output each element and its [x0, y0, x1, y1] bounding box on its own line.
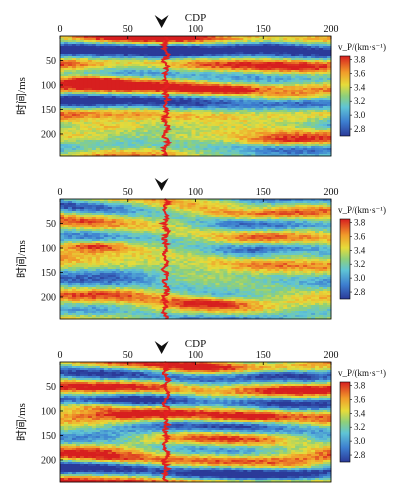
y-tick-label: 200 — [41, 129, 56, 140]
colorbar-label: v_P/(km·s⁻¹) — [338, 42, 386, 52]
colorbar-tick-label: 3.8 — [354, 54, 366, 64]
x-tick-label: 100 — [188, 350, 203, 361]
chart-panel-c: 0 50 100 150 200 CDP 50 100 150 200 时间/ms v_P/(km·s… — [15, 338, 386, 483]
colorbar-tick-label: 3.2 — [354, 259, 365, 269]
colorbar-tick-label: 3.6 — [354, 68, 366, 78]
x-tick-label: 200 — [324, 350, 339, 361]
colorbar-tick-label: 3.6 — [354, 231, 366, 241]
x-tick-label: 200 — [324, 187, 339, 198]
y-axis-label: 时间/ms — [15, 403, 28, 441]
colorbar-tick-label: 3.2 — [354, 96, 365, 106]
velocity-heatmap — [60, 362, 332, 483]
colorbar — [339, 55, 351, 137]
colorbar — [339, 381, 351, 463]
y-tick-label: 50 — [46, 219, 56, 230]
x-tick-label: 100 — [188, 187, 203, 198]
x-tick-label: 200 — [324, 24, 339, 35]
x-tick-label: 0 — [58, 24, 63, 35]
y-tick-label: 200 — [41, 455, 56, 466]
well-location-arrow-icon — [154, 15, 169, 28]
chart-panel-a: 0 50 100 150 200 CDP 50 100 150 200 时间/ms v_P/(km·s… — [15, 12, 386, 157]
x-tick-label: 150 — [256, 350, 271, 361]
colorbar-tick-label: 3.8 — [354, 217, 366, 227]
x-tick-label: 150 — [256, 24, 271, 35]
well-location-arrow-icon — [154, 341, 169, 354]
colorbar-tick-label: 3.0 — [354, 436, 366, 446]
x-tick-label: 0 — [58, 187, 63, 198]
y-tick-label: 200 — [41, 292, 56, 303]
colorbar-tick-label: 3.8 — [354, 380, 366, 390]
well-location-arrow-icon — [154, 178, 169, 191]
x-axis-label: CDP — [185, 338, 206, 350]
colorbar-tick-label: 3.2 — [354, 422, 365, 432]
colorbar — [339, 218, 351, 300]
colorbar-tick-label: 3.4 — [354, 408, 366, 418]
y-tick-label: 100 — [41, 406, 56, 417]
velocity-heatmap — [60, 36, 332, 157]
y-tick-label: 100 — [41, 243, 56, 254]
well-log-curve — [159, 361, 173, 483]
x-tick-label: 150 — [256, 187, 271, 198]
x-tick-label: 0 — [58, 350, 63, 361]
x-axis-label: CDP — [185, 12, 206, 24]
colorbar-tick-label: 2.8 — [354, 450, 366, 460]
y-tick-label: 150 — [41, 268, 56, 279]
colorbar-tick-label: 3.4 — [354, 82, 366, 92]
y-tick-label: 150 — [41, 431, 56, 442]
y-tick-label: 100 — [41, 80, 56, 91]
well-log-curve — [158, 198, 173, 320]
x-tick-label: 50 — [123, 350, 133, 361]
colorbar-tick-label: 3.4 — [354, 245, 366, 255]
well-log-curve — [158, 35, 173, 157]
y-axis-label: 时间/ms — [15, 240, 28, 278]
y-tick-label: 50 — [46, 382, 56, 393]
colorbar-tick-label: 3.6 — [354, 394, 366, 404]
colorbar-label: v_P/(km·s⁻¹) — [338, 368, 386, 378]
velocity-heatmap — [60, 199, 332, 320]
colorbar-tick-label: 2.8 — [354, 124, 366, 134]
colorbar-tick-label: 3.0 — [354, 273, 366, 283]
x-tick-label: 100 — [188, 24, 203, 35]
colorbar-label: v_P/(km·s⁻¹) — [338, 205, 386, 215]
x-tick-label: 50 — [123, 24, 133, 35]
y-axis-label: 时间/ms — [15, 77, 28, 115]
y-tick-label: 50 — [46, 56, 56, 67]
y-tick-label: 150 — [41, 105, 56, 116]
colorbar-tick-label: 3.0 — [354, 110, 366, 120]
colorbar-tick-label: 2.8 — [354, 287, 366, 297]
x-tick-label: 50 — [123, 187, 133, 198]
chart-panel-b: 0 50 100 150 200 50 100 150 200 时间/ms v_P/(km·s⁻¹)… — [15, 178, 386, 320]
